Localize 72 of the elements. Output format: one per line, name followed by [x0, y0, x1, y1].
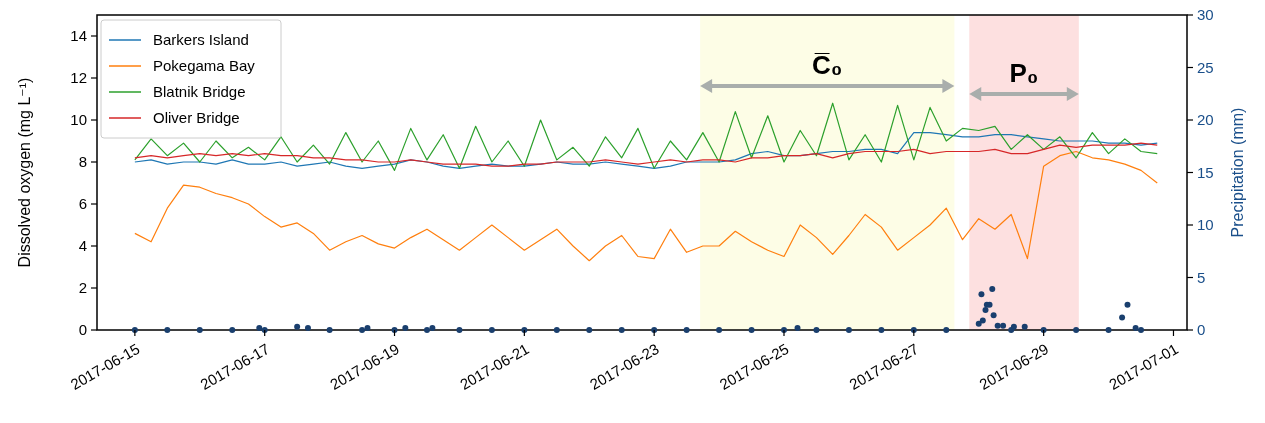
legend-label: Pokegama Bay — [153, 57, 256, 74]
legend-label: Oliver Bridge — [153, 109, 240, 126]
point — [326, 327, 333, 333]
y-tick-label: 12 — [70, 69, 87, 86]
point — [429, 324, 436, 331]
y2-tick-label: 0 — [1197, 321, 1206, 338]
y-tick-label: 0 — [78, 321, 87, 338]
point — [131, 327, 138, 333]
point — [683, 327, 690, 333]
legend-label: Blatnik Bridge — [153, 83, 246, 100]
point — [456, 327, 463, 333]
y-tick-label: 8 — [78, 153, 87, 170]
line-series — [134, 132, 1158, 169]
point — [943, 327, 950, 333]
point — [488, 327, 495, 333]
y2-tick-label: 25 — [1197, 58, 1214, 76]
point — [402, 324, 409, 331]
y2-tick-label: 20 — [1197, 111, 1214, 128]
y2-axis-title: Precipitation (mm) — [1229, 107, 1246, 238]
y-tick-label: 10 — [70, 111, 87, 128]
point — [229, 327, 236, 333]
y-tick-label: 6 — [78, 195, 87, 212]
point — [716, 327, 723, 333]
point — [1119, 314, 1126, 321]
point — [910, 327, 917, 333]
y2-tick-label: 15 — [1197, 163, 1214, 181]
point — [256, 324, 263, 331]
point — [196, 327, 203, 333]
point — [978, 291, 985, 298]
point — [748, 327, 755, 333]
point — [651, 327, 658, 333]
point — [304, 324, 311, 331]
point — [794, 324, 801, 331]
point — [586, 327, 593, 333]
point — [359, 327, 366, 333]
point — [989, 286, 996, 293]
y-tick-label: 4 — [78, 237, 87, 254]
y2-tick-label: 30 — [1197, 6, 1214, 23]
line-series — [134, 102, 1158, 171]
line-series — [134, 150, 1158, 262]
band-label: C̅₀ — [812, 50, 843, 80]
point — [878, 327, 885, 333]
point — [1000, 322, 1007, 329]
point — [975, 320, 982, 327]
point — [1021, 323, 1028, 330]
point — [1010, 323, 1017, 330]
point — [1138, 327, 1145, 333]
point — [845, 327, 852, 333]
point — [553, 327, 560, 333]
point — [781, 327, 787, 333]
point — [294, 323, 301, 330]
band-label: P₀ — [1009, 58, 1039, 88]
y-tick-label: 14 — [70, 27, 87, 44]
point — [1132, 324, 1139, 331]
y2-tick-label: 5 — [1197, 268, 1206, 286]
y-axis-title: Dissolved oxygen (mg L⁻¹) — [16, 77, 33, 268]
y-tick-label: 2 — [78, 279, 87, 296]
point — [994, 322, 1001, 329]
legend-label: Barkers Island — [153, 31, 249, 48]
point — [979, 317, 986, 324]
point — [1105, 327, 1112, 333]
y2-tick-label: 10 — [1197, 216, 1214, 233]
point — [990, 312, 997, 319]
point — [364, 324, 371, 331]
point — [1073, 327, 1080, 333]
point — [618, 327, 625, 333]
point — [261, 327, 268, 333]
point — [813, 327, 820, 333]
line-series — [134, 142, 1158, 167]
point — [423, 327, 430, 333]
point — [164, 327, 171, 333]
point — [1124, 301, 1131, 308]
